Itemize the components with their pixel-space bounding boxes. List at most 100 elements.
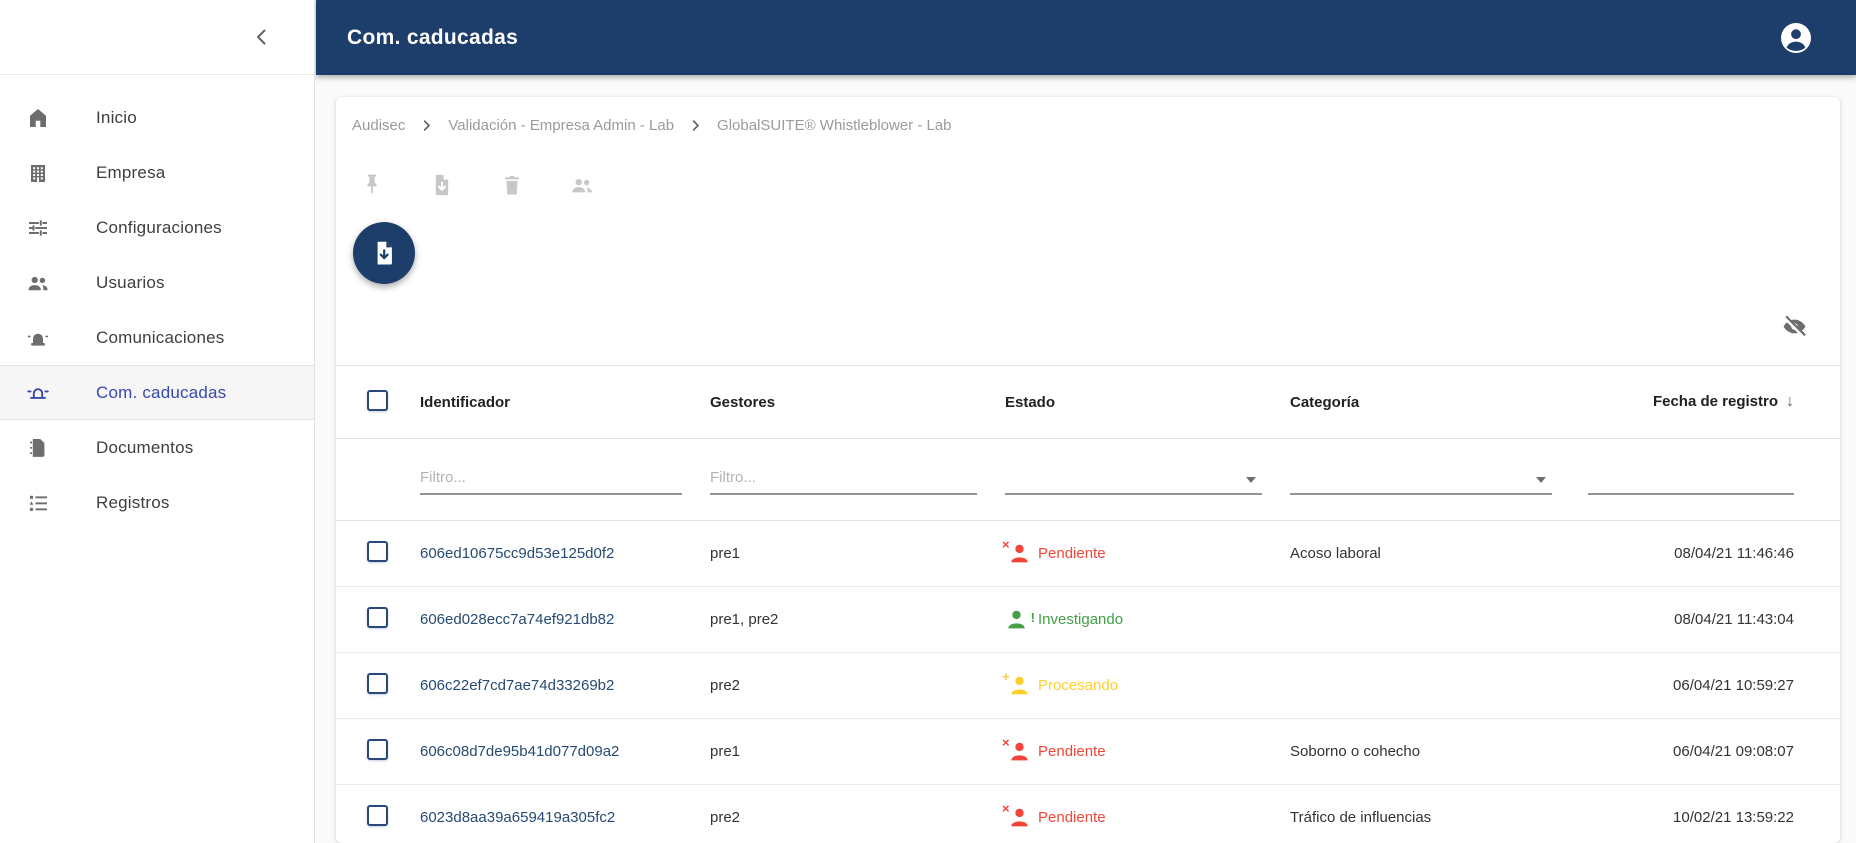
column-header-fecha[interactable]: Fecha de registro ↓ xyxy=(1652,393,1794,410)
account-circle-icon[interactable] xyxy=(1779,21,1813,55)
sidebar-header xyxy=(0,0,314,75)
sidebar-item-inicio[interactable]: Inicio xyxy=(0,90,314,145)
status-badge: + Procesando xyxy=(1002,670,1290,698)
gestores-filter-input[interactable] xyxy=(710,464,977,495)
fecha-cell: 06/04/21 10:59:27 xyxy=(1673,677,1794,694)
notebook-icon xyxy=(26,436,50,460)
table-filter-row xyxy=(336,439,1840,521)
gestores-cell: pre1 xyxy=(710,545,741,562)
content-card: Audisec Validación - Empresa Admin - Lab… xyxy=(336,97,1840,843)
status-person-icon: ! xyxy=(1005,608,1035,632)
list-icon xyxy=(26,491,50,515)
assign-managers-icon xyxy=(572,179,592,193)
table-row: 606c22ef7cd7ae74d33269b2 pre2 + Procesan… xyxy=(336,653,1840,719)
row-checkbox[interactable] xyxy=(367,541,388,562)
assign-managers-button[interactable] xyxy=(558,161,606,209)
sidebar-nav: Inicio Empresa Configuraciones xyxy=(0,75,314,530)
identificador-filter-input[interactable] xyxy=(420,464,682,495)
status-label: Procesando xyxy=(1038,677,1119,694)
status-badge: ! Investigando xyxy=(1005,608,1290,632)
column-header-estado[interactable]: Estado xyxy=(1005,393,1056,411)
communication-id-link[interactable]: 606ed028ecc7a74ef921db82 xyxy=(420,611,615,628)
sidebar-item-configuraciones[interactable]: Configuraciones xyxy=(0,200,314,255)
export-fab-button[interactable] xyxy=(353,222,415,284)
sidebar-item-registros[interactable]: Registros xyxy=(0,475,314,530)
sidebar: Inicio Empresa Configuraciones xyxy=(0,0,315,843)
estado-filter-select[interactable] xyxy=(1005,465,1262,495)
sidebar-item-label: Com. caducadas xyxy=(96,382,227,402)
communication-id-link[interactable]: 606c22ef7cd7ae74d33269b2 xyxy=(420,677,615,694)
breadcrumb-item[interactable]: Validación - Empresa Admin - Lab xyxy=(448,117,675,134)
categoria-cell: Acoso laboral xyxy=(1290,545,1381,562)
gestores-cell: pre2 xyxy=(710,677,741,694)
fecha-cell: 08/04/21 11:46:46 xyxy=(1674,545,1794,562)
export-file-button[interactable] xyxy=(418,161,466,209)
column-header-categoria[interactable]: Categoría xyxy=(1290,393,1360,411)
table-row: 6023d8aa39a659419a305fc2 pre2 × Pendient… xyxy=(336,785,1840,843)
row-checkbox[interactable] xyxy=(367,805,388,826)
fecha-cell: 10/02/21 13:59:22 xyxy=(1673,809,1794,826)
row-checkbox[interactable] xyxy=(367,607,388,628)
status-badge: × Pendiente xyxy=(1002,802,1290,830)
status-badge: × Pendiente xyxy=(1002,736,1290,764)
sidebar-item-documentos[interactable]: Documentos xyxy=(0,420,314,475)
expired-communications-table: Identificador Gestores Estado Categoría … xyxy=(336,365,1840,843)
delete-button[interactable] xyxy=(488,161,536,209)
breadcrumb-item[interactable]: GlobalSUITE® Whistleblower - Lab xyxy=(717,117,952,134)
status-person-icon: + xyxy=(1002,670,1029,698)
row-checkbox[interactable] xyxy=(367,739,388,760)
communication-id-link[interactable]: 606c08d7de95b41d077d09a2 xyxy=(420,743,620,760)
fecha-cell: 06/04/21 09:08:07 xyxy=(1673,743,1794,760)
categoria-cell: Tráfico de influencias xyxy=(1290,809,1432,826)
sidebar-item-comunicaciones[interactable]: Comunicaciones xyxy=(0,310,314,365)
status-person-icon: × xyxy=(1002,538,1029,566)
fecha-filter-input[interactable] xyxy=(1588,464,1794,495)
sidebar-item-label: Documentos xyxy=(96,437,194,457)
sidebar-item-label: Configuraciones xyxy=(96,217,222,237)
pin-button[interactable] xyxy=(348,161,396,209)
hide-columns-button[interactable] xyxy=(1781,313,1808,340)
column-header-gestores[interactable]: Gestores xyxy=(710,393,776,411)
status-label: Pendiente xyxy=(1038,743,1106,760)
delete-icon xyxy=(504,175,520,195)
export-file-icon xyxy=(377,241,392,265)
categoria-cell: Soborno o cohecho xyxy=(1290,743,1421,760)
status-person-icon: × xyxy=(1002,736,1029,764)
tune-icon xyxy=(26,216,50,240)
communication-id-link[interactable]: 6023d8aa39a659419a305fc2 xyxy=(420,809,616,826)
pin-icon xyxy=(367,174,377,194)
page-title: Com. caducadas xyxy=(347,25,519,49)
column-header-identificador[interactable]: Identificador xyxy=(420,393,511,411)
fecha-cell: 08/04/21 11:43:04 xyxy=(1674,611,1794,628)
status-person-icon: × xyxy=(1002,802,1029,830)
select-all-checkbox[interactable] xyxy=(367,389,388,411)
chevron-right-icon xyxy=(688,118,703,133)
row-checkbox[interactable] xyxy=(367,673,388,694)
status-label: Pendiente xyxy=(1038,809,1106,826)
sidebar-collapse-button[interactable] xyxy=(250,25,274,49)
breadcrumb: Audisec Validación - Empresa Admin - Lab… xyxy=(352,117,952,134)
group-icon xyxy=(26,271,50,295)
export-file-icon xyxy=(435,174,449,196)
chevron-right-icon xyxy=(419,118,434,133)
sidebar-item-empresa[interactable]: Empresa xyxy=(0,145,314,200)
sidebar-item-usuarios[interactable]: Usuarios xyxy=(0,255,314,310)
communication-id-link[interactable]: 606ed10675cc9d53e125d0f2 xyxy=(420,545,615,562)
app-header: Com. caducadas xyxy=(316,0,1856,75)
sort-desc-icon[interactable]: ↓ xyxy=(1786,393,1794,410)
breadcrumb-item[interactable]: Audisec xyxy=(352,117,406,134)
siren-outline-icon xyxy=(26,381,50,405)
status-label: Investigando xyxy=(1038,611,1124,628)
sidebar-item-label: Registros xyxy=(96,492,170,512)
categoria-filter-select[interactable] xyxy=(1290,465,1552,495)
sidebar-item-label: Comunicaciones xyxy=(96,327,225,347)
main-content: Audisec Validación - Empresa Admin - Lab… xyxy=(316,75,1856,843)
sidebar-item-com-caducadas[interactable]: Com. caducadas xyxy=(0,365,314,420)
home-icon xyxy=(26,106,50,130)
chevron-left-icon xyxy=(257,29,266,45)
gestores-cell: pre1 xyxy=(710,743,741,760)
eye-off-icon xyxy=(1783,315,1806,338)
siren-icon xyxy=(26,326,50,350)
status-badge: × Pendiente xyxy=(1002,538,1290,566)
table-header-row: Identificador Gestores Estado Categoría … xyxy=(336,366,1840,439)
